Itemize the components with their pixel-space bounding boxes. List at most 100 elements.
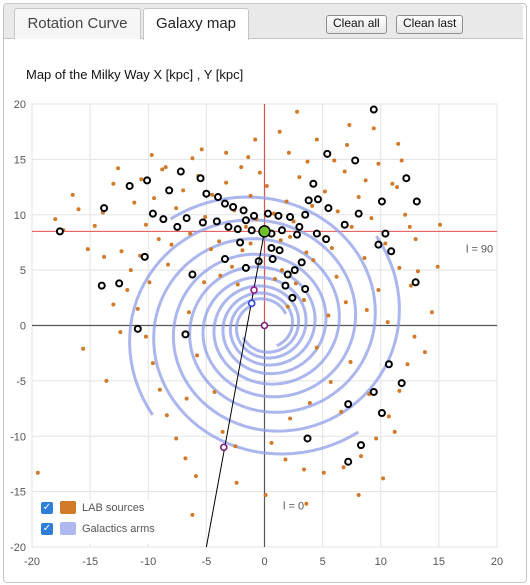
lab-source-point: [429, 310, 434, 315]
observed-point: [387, 247, 396, 256]
tab-galaxy-map[interactable]: Galaxy map: [143, 8, 249, 40]
observed-point: [274, 211, 283, 220]
lab-source-point: [199, 147, 204, 152]
y-tick-label: -5: [16, 376, 26, 388]
lab-source-point: [422, 350, 427, 355]
line-marker: [220, 443, 228, 452]
checkbox-icon[interactable]: ✓: [41, 502, 53, 514]
lab-source-point: [224, 150, 229, 155]
x-tick-label: 10: [375, 556, 387, 568]
observed-point: [286, 212, 295, 221]
observed-point: [165, 186, 174, 195]
lab-source-point: [332, 158, 337, 163]
lab-source-point: [385, 320, 390, 325]
line-marker: [250, 286, 258, 294]
observed-point: [97, 281, 106, 290]
clean-all-button[interactable]: Clean all: [326, 15, 387, 34]
y-tick-label: 15: [14, 154, 26, 166]
checkbox-icon[interactable]: ✓: [41, 523, 53, 535]
lab-source-point: [190, 512, 195, 517]
lab-source-point: [209, 247, 214, 252]
lab-source-point: [269, 440, 274, 445]
lab-source-point: [288, 416, 293, 421]
observed-point: [381, 229, 390, 238]
lab-source-point: [386, 414, 391, 419]
observed-point: [322, 235, 331, 244]
lab-source-point: [229, 264, 234, 269]
annotation-label: l = 90: [466, 243, 493, 255]
lab-source-point: [399, 158, 404, 163]
observed-point: [143, 176, 152, 185]
lab-source-point: [190, 156, 195, 161]
lab-source-point: [220, 429, 225, 434]
lab-source-point: [202, 280, 207, 285]
lab-source-point: [369, 216, 374, 221]
lab-source-point: [132, 200, 137, 205]
spiral-arm: [152, 237, 360, 456]
lab-source-point: [157, 387, 162, 392]
lab-source-point: [139, 177, 144, 182]
lab-source-point: [174, 436, 179, 441]
lab-source-point: [85, 247, 90, 252]
lab-source-point: [277, 129, 282, 134]
observed-point: [309, 179, 318, 188]
spiral-arm: [169, 195, 377, 414]
clean-last-button[interactable]: Clean last: [396, 15, 464, 34]
observed-point: [247, 226, 256, 235]
lab-source-point: [149, 152, 154, 157]
observed-point: [140, 252, 149, 261]
lab-source-point: [314, 345, 319, 350]
lab-source-point: [342, 169, 347, 174]
observed-point: [229, 202, 238, 211]
lab-source-point: [183, 456, 188, 461]
lab-source-point: [116, 166, 121, 171]
observed-point: [397, 379, 406, 388]
lab-source-point: [348, 360, 353, 365]
observed-point: [281, 281, 290, 290]
lab-source-point: [407, 224, 412, 229]
observed-point: [239, 206, 248, 215]
lab-source-point: [186, 310, 191, 315]
lab-source-point: [253, 137, 258, 142]
lab-source-point: [248, 193, 253, 198]
legend-item-galactic-arms[interactable]: ✓ Galactics arms: [38, 521, 168, 539]
observed-point: [181, 330, 190, 339]
lab-source-point: [210, 192, 215, 197]
lab-source-point: [347, 123, 352, 128]
observed-point: [301, 210, 310, 219]
lab-source-point: [314, 137, 319, 142]
lab-source-point: [284, 199, 289, 204]
observed-point: [263, 209, 272, 218]
lab-source-point: [35, 470, 40, 475]
tab-rotation-curve[interactable]: Rotation Curve: [14, 8, 141, 39]
legend-item-lab-sources[interactable]: ✓ LAB sources: [38, 500, 168, 518]
lab-source-point: [92, 223, 97, 228]
lab-source-point: [212, 389, 217, 394]
line-of-sight: [205, 231, 265, 548]
spiral-arm: [171, 235, 401, 433]
observed-point: [356, 441, 365, 450]
observed-point: [236, 238, 245, 247]
observed-point: [220, 199, 229, 208]
lab-source-point: [188, 231, 193, 236]
galactic-center-marker: [260, 321, 269, 330]
lab-source-point: [128, 268, 133, 273]
lab-source-point: [326, 313, 331, 318]
lab-source-point: [311, 258, 316, 263]
lab-source-point: [118, 330, 123, 335]
observed-point: [212, 217, 221, 226]
lab-source-point: [264, 183, 269, 188]
x-tick-label: 15: [433, 556, 445, 568]
lab-source-point: [147, 280, 152, 285]
observed-point: [377, 197, 386, 206]
lab-source-point: [248, 241, 253, 246]
lab-source-point: [156, 237, 161, 242]
line-marker: [247, 299, 256, 308]
lab-source-point: [166, 262, 171, 267]
lab-source-point: [152, 196, 157, 201]
y-tick-label: -15: [10, 487, 26, 499]
lab-source-point: [125, 288, 130, 293]
lab-source-point: [362, 255, 367, 260]
lab-source-point: [392, 429, 397, 434]
